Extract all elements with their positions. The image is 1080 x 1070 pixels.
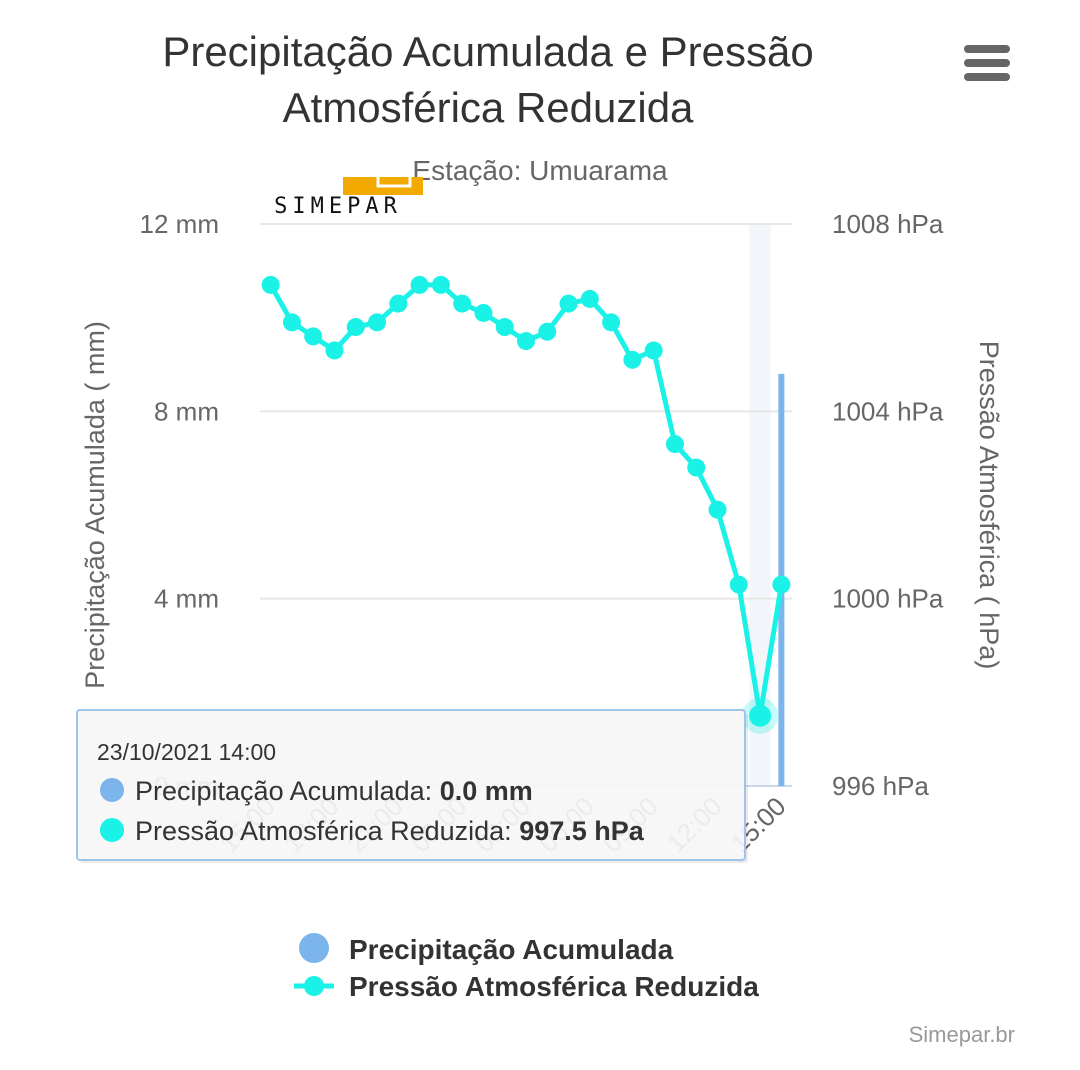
tooltip-box	[76, 709, 746, 861]
pressure-point[interactable]	[559, 294, 578, 313]
y-right-tick-label: 1000 hPa	[832, 584, 944, 614]
y-right-axis-title: Pressão Atmosférica ( hPa)	[974, 341, 1004, 670]
pressure-point[interactable]	[644, 341, 663, 360]
legend-label-pressure[interactable]: Pressão Atmosférica Reduzida	[349, 971, 759, 1002]
y-left-tick-label: 12 mm	[140, 209, 219, 239]
y-left-tick-label: 4 mm	[154, 584, 219, 614]
chart-title-line-1: Precipitação Acumulada e Pressão	[162, 28, 813, 75]
tooltip-marker	[100, 818, 124, 842]
pressure-point[interactable]	[431, 275, 450, 294]
legend-marker-pressure[interactable]	[304, 976, 324, 996]
chart-title-line-2: Atmosférica Reduzida	[283, 84, 694, 131]
pressure-point[interactable]	[346, 318, 365, 337]
pressure-point[interactable]	[368, 313, 387, 332]
pressure-point[interactable]	[325, 341, 344, 360]
y-right-tick-label: 1004 hPa	[832, 396, 944, 426]
pressure-point[interactable]	[517, 332, 535, 351]
pressure-point[interactable]	[602, 313, 621, 332]
chart-subtitle: Estação: Umuarama	[412, 155, 668, 186]
tooltip: 23/10/2021 14:00 Precipitação Acumulada: …	[76, 709, 748, 863]
pressure-point[interactable]	[708, 500, 727, 519]
pressure-point[interactable]	[261, 275, 280, 294]
pressure-point[interactable]	[474, 303, 493, 322]
legend: Precipitação Acumulada Pressão Atmosféric…	[294, 933, 759, 1002]
tooltip-marker	[100, 778, 124, 802]
pressure-point[interactable]	[538, 322, 557, 341]
pressure-point-highlighted[interactable]	[749, 704, 772, 727]
pressure-point[interactable]	[623, 350, 642, 369]
simepar-logo: SIMEPAR	[274, 177, 423, 219]
y-left-axis-title: Precipitação Acumulada ( mm)	[80, 321, 110, 689]
legend-marker-precipitation[interactable]	[299, 933, 329, 963]
legend-label-precipitation[interactable]: Precipitação Acumulada	[349, 934, 674, 965]
y-right-tick-label: 996 hPa	[832, 771, 929, 801]
credits-link[interactable]: Simepar.br	[909, 1022, 1015, 1047]
hamburger-menu-icon[interactable]	[964, 45, 1010, 81]
hover-band	[749, 224, 771, 786]
pressure-point[interactable]	[772, 575, 791, 594]
logo-text: SIMEPAR	[274, 194, 402, 219]
tooltip-row: Precipitação Acumulada: 0.0 mm	[135, 776, 533, 806]
series	[261, 275, 791, 786]
y-right-tick-label: 1008 hPa	[832, 209, 944, 239]
tooltip-row: Pressão Atmosférica Reduzida: 997.5 hPa	[135, 816, 645, 846]
pressure-point[interactable]	[389, 294, 408, 313]
y-left-tick-label: 8 mm	[154, 396, 219, 426]
pressure-point[interactable]	[282, 313, 301, 332]
pressure-point[interactable]	[495, 318, 514, 337]
pressure-point[interactable]	[665, 435, 684, 454]
pressure-point[interactable]	[729, 575, 748, 594]
tooltip-header: 23/10/2021 14:00	[97, 739, 276, 765]
pressure-point[interactable]	[304, 327, 323, 346]
pressure-point[interactable]	[687, 458, 706, 477]
pressure-point[interactable]	[453, 294, 472, 313]
pressure-point[interactable]	[410, 275, 429, 294]
pressure-point[interactable]	[580, 289, 599, 308]
